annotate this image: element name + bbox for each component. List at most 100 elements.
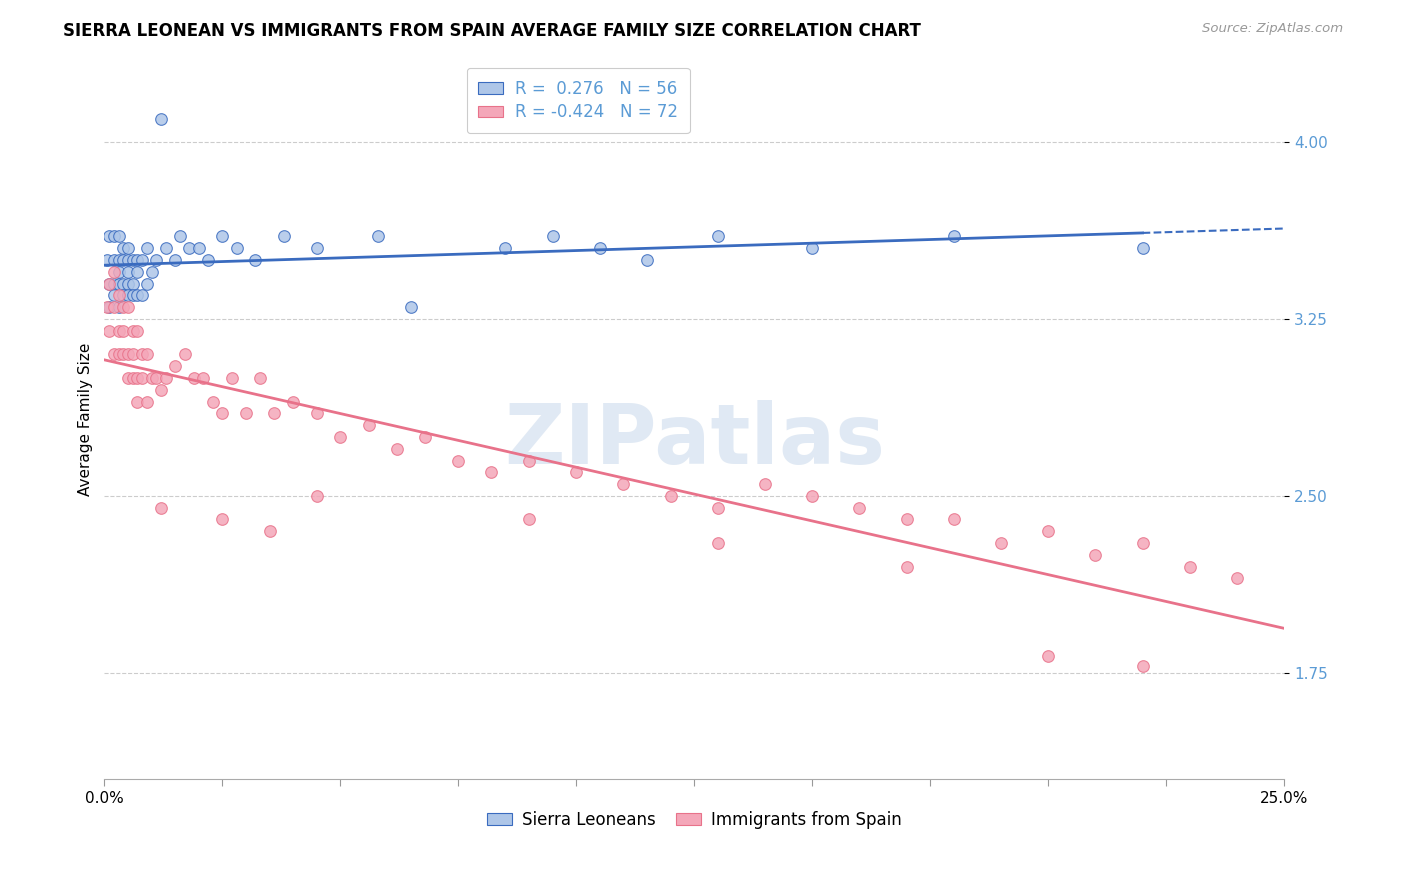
Point (169, 229, 191, 244)
Point (399, 300, 422, 314)
Text: SIERRA LEONEAN VS IMMIGRANTS FROM SPAIN AVERAGE FAMILY SIZE CORRELATION CHART: SIERRA LEONEAN VS IMMIGRANTS FROM SPAIN … (63, 22, 921, 40)
Point (612, 477, 634, 491)
Point (281, 394, 304, 409)
Point (848, 500, 870, 515)
Point (305, 406, 328, 420)
Point (211, 406, 233, 420)
Point (127, 253, 149, 268)
Point (107, 277, 129, 291)
Point (801, 489, 824, 503)
Point (112, 277, 135, 291)
Point (117, 300, 139, 314)
Point (245, 253, 267, 268)
Y-axis label: Average Family Size: Average Family Size (79, 343, 93, 496)
Point (112, 300, 135, 314)
Point (127, 371, 149, 385)
Point (117, 253, 139, 268)
Point (98, 277, 121, 291)
Point (141, 265, 163, 279)
Point (896, 559, 918, 574)
Point (98, 277, 121, 291)
Point (112, 347, 135, 361)
Point (121, 277, 143, 291)
Point (117, 288, 139, 302)
Point (107, 229, 129, 244)
Point (127, 324, 149, 338)
Point (211, 512, 233, 526)
Point (98, 229, 121, 244)
Point (121, 324, 143, 338)
Point (495, 241, 517, 255)
Point (96, 253, 118, 268)
Point (636, 253, 658, 268)
Point (131, 371, 153, 385)
Point (103, 229, 125, 244)
Text: Source: ZipAtlas.com: Source: ZipAtlas.com (1202, 22, 1343, 36)
Point (112, 324, 135, 338)
Legend: Sierra Leoneans, Immigrants from Spain: Sierra Leoneans, Immigrants from Spain (481, 804, 908, 835)
Point (942, 229, 965, 244)
Point (447, 453, 470, 467)
Point (103, 347, 125, 361)
Point (141, 371, 163, 385)
Point (165, 359, 187, 374)
Point (187, 241, 209, 255)
Point (1132, 658, 1154, 673)
Point (121, 347, 143, 361)
Point (517, 453, 540, 467)
Point (235, 406, 257, 420)
Point (707, 229, 730, 244)
Point (990, 536, 1012, 550)
Point (103, 265, 125, 279)
Point (150, 112, 173, 126)
Point (135, 277, 157, 291)
Point (221, 371, 243, 385)
Point (211, 229, 233, 244)
Point (707, 536, 730, 550)
Point (131, 288, 153, 302)
Point (385, 442, 408, 456)
Point (107, 300, 129, 314)
Point (659, 489, 682, 503)
Point (329, 430, 352, 444)
Point (1178, 559, 1201, 574)
Point (145, 253, 167, 268)
Point (107, 265, 129, 279)
Point (112, 288, 135, 302)
Point (135, 241, 157, 255)
Point (357, 418, 380, 433)
Point (1226, 571, 1249, 585)
Point (121, 371, 143, 385)
Point (541, 229, 564, 244)
Point (112, 253, 135, 268)
Point (107, 324, 129, 338)
Point (173, 347, 195, 361)
Point (96, 300, 118, 314)
Point (413, 430, 436, 444)
Point (155, 241, 177, 255)
Point (150, 500, 173, 515)
Point (121, 253, 143, 268)
Point (201, 394, 224, 409)
Point (121, 288, 143, 302)
Point (1132, 241, 1154, 255)
Point (117, 371, 139, 385)
Point (127, 394, 149, 409)
Point (249, 371, 271, 385)
Point (135, 347, 157, 361)
Text: ZIPatlas: ZIPatlas (503, 401, 884, 482)
Point (305, 241, 328, 255)
Point (131, 253, 153, 268)
Point (117, 265, 139, 279)
Point (754, 477, 776, 491)
Point (896, 512, 918, 526)
Point (1038, 524, 1060, 539)
Point (367, 229, 389, 244)
Point (145, 371, 167, 385)
Point (801, 241, 824, 255)
Point (1038, 649, 1060, 664)
Point (127, 288, 149, 302)
Point (1132, 536, 1154, 550)
Point (1084, 548, 1107, 562)
Point (517, 512, 540, 526)
